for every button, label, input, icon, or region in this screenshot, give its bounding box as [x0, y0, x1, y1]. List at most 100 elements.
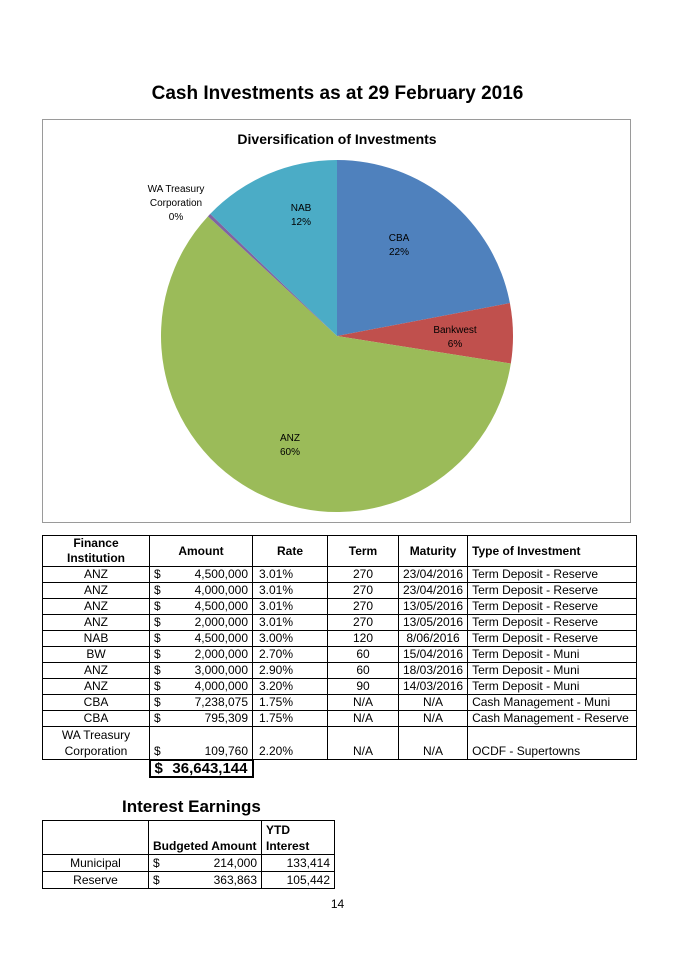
cell-term: 270 — [327, 566, 399, 583]
label-anz-pct: 60% — [280, 447, 300, 458]
label-bankwest-name: Bankwest — [433, 325, 477, 336]
interest-currency: $ — [148, 854, 165, 872]
pie-slice-anz — [161, 216, 511, 512]
cell-institution: ANZ — [42, 598, 150, 615]
interest-ytd: 105,442 — [261, 871, 335, 889]
cell-institution: CBA — [42, 710, 150, 727]
pie-slice-nab — [210, 160, 337, 336]
cell-maturity: N/A — [397, 726, 469, 760]
page-title: Cash Investments as at 29 February 2016 — [151, 83, 524, 104]
label-wa-line2: Corporation — [150, 198, 202, 209]
cell-term: 90 — [327, 678, 399, 695]
cell-institution: ANZ — [42, 662, 150, 679]
page-number: 14 — [330, 897, 345, 911]
cell-rate: 3.01% — [252, 566, 328, 583]
cell-type: Cash Management - Reserve — [467, 710, 638, 727]
cell-institution: BW — [42, 646, 150, 663]
cell-maturity: N/A — [397, 694, 469, 711]
cell-term: N/A — [327, 726, 399, 760]
header-ytd: YTD Interest — [261, 820, 335, 855]
cell-rate: 1.75% — [252, 694, 328, 711]
interest-row: Reserve $363,863 105,442 — [42, 871, 335, 889]
total-row: $ 36,643,144 — [43, 758, 637, 778]
cell-institution: ANZ — [42, 678, 150, 695]
cell-amount: 4,500,000 — [166, 630, 253, 647]
investments-body: ANZ $4,500,000 3.01% 270 23/04/2016 Term Depo… — [42, 566, 638, 727]
pie-slices — [161, 160, 513, 512]
cell-institution: WA Treasury Corporation — [42, 726, 150, 760]
table-row: ANZ $2,000,000 3.01% 270 13/05/2016 Term Depo… — [42, 614, 638, 631]
cell-rate: 2.20% — [252, 726, 328, 760]
cell-term: N/A — [327, 694, 399, 711]
cell-rate: 3.01% — [252, 614, 328, 631]
label-nab-pct: 12% — [291, 217, 311, 228]
cell-rate: 3.01% — [252, 582, 328, 599]
total-amount-box: $ 36,643,144 — [148, 758, 254, 778]
interest-budgeted: 214,000 — [165, 854, 262, 872]
header-rate: Rate — [252, 535, 328, 567]
cell-maturity: 14/03/2016 — [397, 678, 469, 695]
interest-header-blank — [42, 820, 149, 855]
cell-term: N/A — [327, 710, 399, 727]
cell-currency: $ — [149, 582, 166, 599]
table-row: NAB $4,500,000 3.00% 120 8/06/2016 Term Depos… — [42, 630, 638, 647]
total-amount: 36,643,144 — [172, 759, 248, 777]
cell-currency: $ — [149, 694, 166, 711]
interest-currency: $ — [148, 871, 165, 889]
cell-type: Term Deposit - Reserve — [467, 566, 638, 583]
cell-institution: NAB — [42, 630, 150, 647]
pie-chart: Diversification of Investments CBA 22% B… — [42, 119, 631, 523]
cell-amount: 4,000,000 — [166, 678, 253, 695]
interest-label: Reserve — [42, 871, 149, 889]
cell-term: 270 — [327, 582, 399, 599]
table-row: BW $2,000,000 2.70% 60 15/04/2016 Term Deposi… — [42, 646, 638, 663]
pie-chart-svg: Diversification of Investments CBA 22% B… — [148, 131, 513, 512]
interest-budgeted: 363,863 — [165, 871, 262, 889]
label-anz-name: ANZ — [280, 433, 300, 444]
label-cba-pct: 22% — [389, 247, 409, 258]
cell-maturity: N/A — [397, 710, 469, 727]
cell-currency: $ — [149, 726, 166, 760]
table-header-row: Finance Institution Amount Rate Term Mat… — [42, 535, 638, 567]
cell-currency: $ — [149, 710, 166, 727]
label-nab-name: NAB — [291, 203, 312, 214]
cell-institution: ANZ — [42, 582, 150, 599]
cell-currency: $ — [149, 630, 166, 647]
interest-row: Municipal $214,000 133,414 — [42, 854, 335, 872]
pie-slice-bankwest — [337, 303, 513, 364]
table-row: CBA $795,309 1.75% N/A N/A Cash Management - … — [42, 710, 638, 727]
interest-label: Municipal — [42, 854, 149, 872]
cell-amount: 4,000,000 — [166, 582, 253, 599]
header-term: Term — [327, 535, 399, 567]
cell-type: Term Deposit - Reserve — [467, 614, 638, 631]
cell-type: Term Deposit - Muni — [467, 646, 638, 663]
table-row: WA Treasury Corporation $ 109,760 2.20% … — [42, 726, 638, 760]
cell-amount: 795,309 — [166, 710, 253, 727]
cell-amount: 2,000,000 — [166, 646, 253, 663]
pie-slice-cba — [337, 160, 510, 336]
cell-type: OCDF - Supertowns — [467, 726, 638, 760]
investments-table: Finance Institution Amount Rate Term Mat… — [42, 535, 638, 778]
cell-term: 60 — [327, 646, 399, 663]
cell-maturity: 18/03/2016 — [397, 662, 469, 679]
institution-line2: Corporation — [64, 744, 128, 758]
cell-institution: CBA — [42, 694, 150, 711]
table-row: ANZ $3,000,000 2.90% 60 18/03/2016 Term Depos… — [42, 662, 638, 679]
label-wa-pct: 0% — [169, 212, 184, 223]
cell-term: 270 — [327, 598, 399, 615]
cell-amount: 4,500,000 — [166, 566, 253, 583]
cell-type: Cash Management - Muni — [467, 694, 638, 711]
interest-title: Interest Earnings — [122, 797, 261, 816]
table-row: ANZ $4,500,000 3.01% 270 13/05/2016 Term Depo… — [42, 598, 638, 615]
label-cba-name: CBA — [389, 233, 410, 244]
table-row: ANZ $4,000,000 3.20% 90 14/03/2016 Term Depos… — [42, 678, 638, 695]
total-spacer — [43, 760, 150, 777]
cell-institution: ANZ — [42, 614, 150, 631]
cell-institution: ANZ — [42, 566, 150, 583]
cell-rate: 3.00% — [252, 630, 328, 647]
label-wa-line1: WA Treasury — [148, 184, 205, 195]
cell-maturity: 8/06/2016 — [397, 630, 469, 647]
label-bankwest-pct: 6% — [448, 339, 463, 350]
cell-term: 60 — [327, 662, 399, 679]
table-row: CBA $7,238,075 1.75% N/A N/A Cash Management … — [42, 694, 638, 711]
